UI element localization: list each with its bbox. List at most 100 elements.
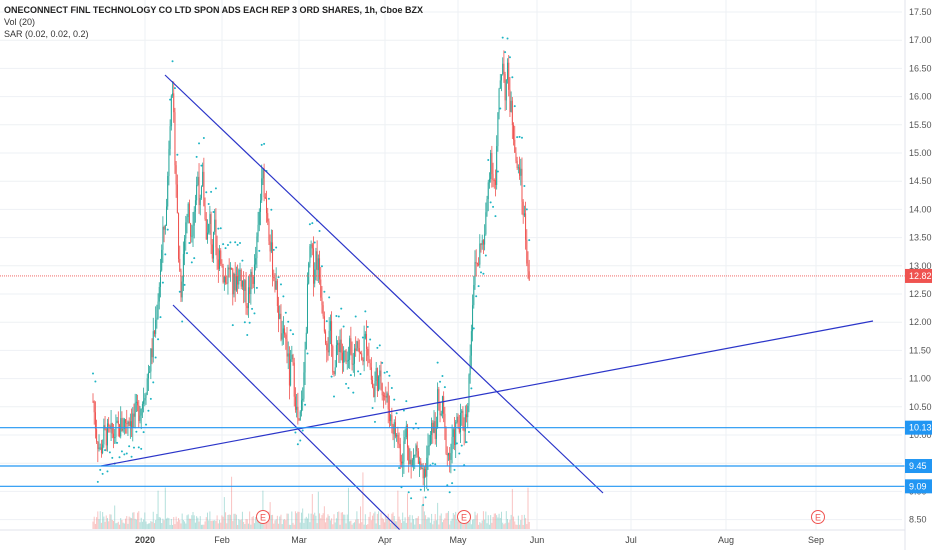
volume-bar — [373, 513, 375, 529]
candle-body — [390, 415, 392, 422]
volume-bar — [328, 515, 330, 529]
candle-body — [355, 348, 357, 351]
candle-body — [313, 248, 315, 284]
sar-dot — [154, 356, 157, 359]
volume-bar — [444, 518, 446, 529]
candle-body — [306, 283, 308, 333]
volume-bar — [180, 523, 182, 529]
candle-body — [392, 425, 394, 435]
candle-body — [102, 444, 104, 454]
volume-bar — [414, 524, 416, 529]
sar-dot — [239, 242, 242, 245]
volume-bar — [499, 517, 501, 529]
earnings-marker-label: E — [461, 513, 467, 523]
candle-body — [161, 249, 163, 271]
volume-bar — [491, 522, 493, 529]
volume-bar — [308, 513, 310, 529]
candle-body — [431, 422, 433, 435]
volume-indicator-label[interactable]: Vol (20) — [4, 17, 36, 27]
volume-bar — [375, 523, 377, 529]
volume-bar — [175, 516, 177, 529]
sar-dot — [222, 243, 225, 246]
candle-body — [344, 350, 346, 352]
volume-bar — [449, 524, 451, 529]
earnings-marker[interactable]: E — [811, 510, 825, 524]
sar-dot — [140, 447, 143, 450]
volume-bar — [281, 524, 283, 529]
volume-bar — [94, 523, 96, 529]
candle-body — [409, 459, 411, 464]
candle-body — [396, 434, 398, 437]
candle-body — [358, 348, 360, 353]
volume-bar — [290, 524, 292, 529]
candle-body — [225, 276, 227, 283]
volume-bar — [170, 518, 172, 529]
volume-bar — [125, 518, 127, 529]
volume-bar — [428, 517, 430, 529]
volume-bar — [331, 518, 333, 529]
trend-line — [100, 320, 874, 467]
candle-body — [360, 352, 362, 354]
volume-bar — [156, 513, 158, 529]
sar-dot — [92, 372, 94, 375]
candle-body — [112, 433, 114, 438]
volume-bar — [338, 511, 340, 529]
volume-bar — [367, 524, 369, 529]
candle-body — [353, 348, 355, 364]
candle-body — [454, 429, 455, 445]
candle-body — [162, 226, 164, 250]
candle-body — [203, 171, 205, 207]
sar-dot — [272, 248, 275, 251]
candle-body — [196, 184, 198, 201]
candle-body — [439, 402, 441, 416]
volume-bar — [127, 523, 129, 529]
sar-dot — [325, 320, 328, 323]
volume-bar — [437, 502, 439, 529]
candle-body — [507, 62, 509, 80]
candle-body — [333, 372, 335, 374]
sar-dot — [386, 370, 389, 373]
candle-body — [270, 242, 272, 252]
sar-dot — [173, 87, 176, 90]
volume-bar — [298, 511, 300, 529]
volume-bar — [145, 521, 147, 529]
volume-bar — [203, 524, 205, 529]
candle-body — [343, 351, 345, 363]
volume-bar — [374, 511, 376, 529]
volume-bar — [229, 514, 231, 529]
volume-bar — [110, 514, 112, 529]
candle-body — [103, 425, 105, 445]
sar-dot — [120, 450, 123, 453]
sar-dot — [361, 336, 364, 339]
candle-body — [382, 395, 384, 397]
sar-dot — [145, 423, 148, 426]
volume-bar — [452, 513, 454, 529]
drawing-layer[interactable] — [0, 74, 905, 531]
volume-bar — [306, 518, 308, 529]
sar-dot — [267, 197, 270, 200]
volume-bar — [413, 519, 415, 529]
candle-body — [340, 339, 342, 353]
candle-body — [494, 180, 496, 185]
price-axis[interactable]: 17.50 17.00 16.50 16.00 15.50 15.00 14.50 14.00… — [904, 0, 932, 550]
time-axis[interactable]: 2020 Feb Mar Apr May Jun Jul Aug Sep — [0, 529, 905, 545]
candle-body — [268, 221, 270, 242]
candle-body — [428, 445, 430, 447]
volume-bar — [247, 523, 249, 529]
candle-body — [416, 445, 418, 452]
earnings-marker[interactable]: E — [457, 510, 471, 524]
candle-body — [97, 441, 99, 449]
volume-bar — [327, 514, 329, 529]
volume-bar — [108, 521, 110, 529]
sar-dot — [441, 375, 444, 378]
symbol-title[interactable]: ONECONNECT FINL TECHNOLOGY CO LTD SPON A… — [4, 5, 424, 15]
candle-body — [213, 231, 214, 259]
earnings-marker[interactable]: E — [256, 510, 270, 524]
volume-bar — [360, 506, 362, 529]
sar-indicator-label[interactable]: SAR (0.02, 0.02, 0.2) — [4, 29, 89, 39]
candle-body — [216, 247, 218, 260]
candle-body — [121, 418, 123, 431]
candle-body — [276, 280, 278, 306]
